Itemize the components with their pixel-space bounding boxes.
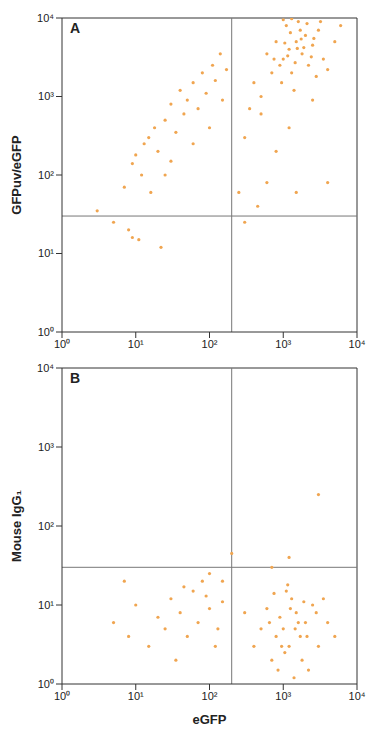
svg-text:10⁴: 10⁴ [37, 362, 54, 374]
svg-text:10⁴: 10⁴ [349, 690, 366, 702]
svg-text:10²: 10² [202, 338, 218, 350]
svg-text:Mouse IgG₁: Mouse IgG₁ [9, 490, 24, 562]
svg-text:10¹: 10¹ [128, 690, 144, 702]
svg-text:eGFP: eGFP [193, 712, 227, 727]
svg-text:10³: 10³ [38, 90, 54, 102]
html-text:A: A [70, 20, 81, 36]
svg-text:10²: 10² [202, 690, 218, 702]
html-text:B: B [70, 370, 81, 386]
svg-text:10³: 10³ [275, 690, 291, 702]
svg-text:10²: 10² [38, 169, 54, 181]
svg-text:10⁴: 10⁴ [37, 12, 54, 24]
svg-text:10³: 10³ [38, 441, 54, 453]
svg-text:10¹: 10¹ [38, 247, 54, 259]
svg-text:10⁴: 10⁴ [349, 338, 366, 350]
svg-text:10⁰: 10⁰ [54, 690, 70, 702]
svg-text:10⁰: 10⁰ [38, 326, 54, 338]
svg-text:GFPuv/eGFP: GFPuv/eGFP [9, 135, 24, 215]
svg-text:10²: 10² [38, 520, 54, 532]
svg-text:10³: 10³ [275, 338, 291, 350]
svg-text:10⁰: 10⁰ [54, 338, 70, 350]
svg-text:10⁰: 10⁰ [38, 678, 54, 690]
svg-text:10¹: 10¹ [38, 599, 54, 611]
svg-text:10¹: 10¹ [128, 338, 144, 350]
